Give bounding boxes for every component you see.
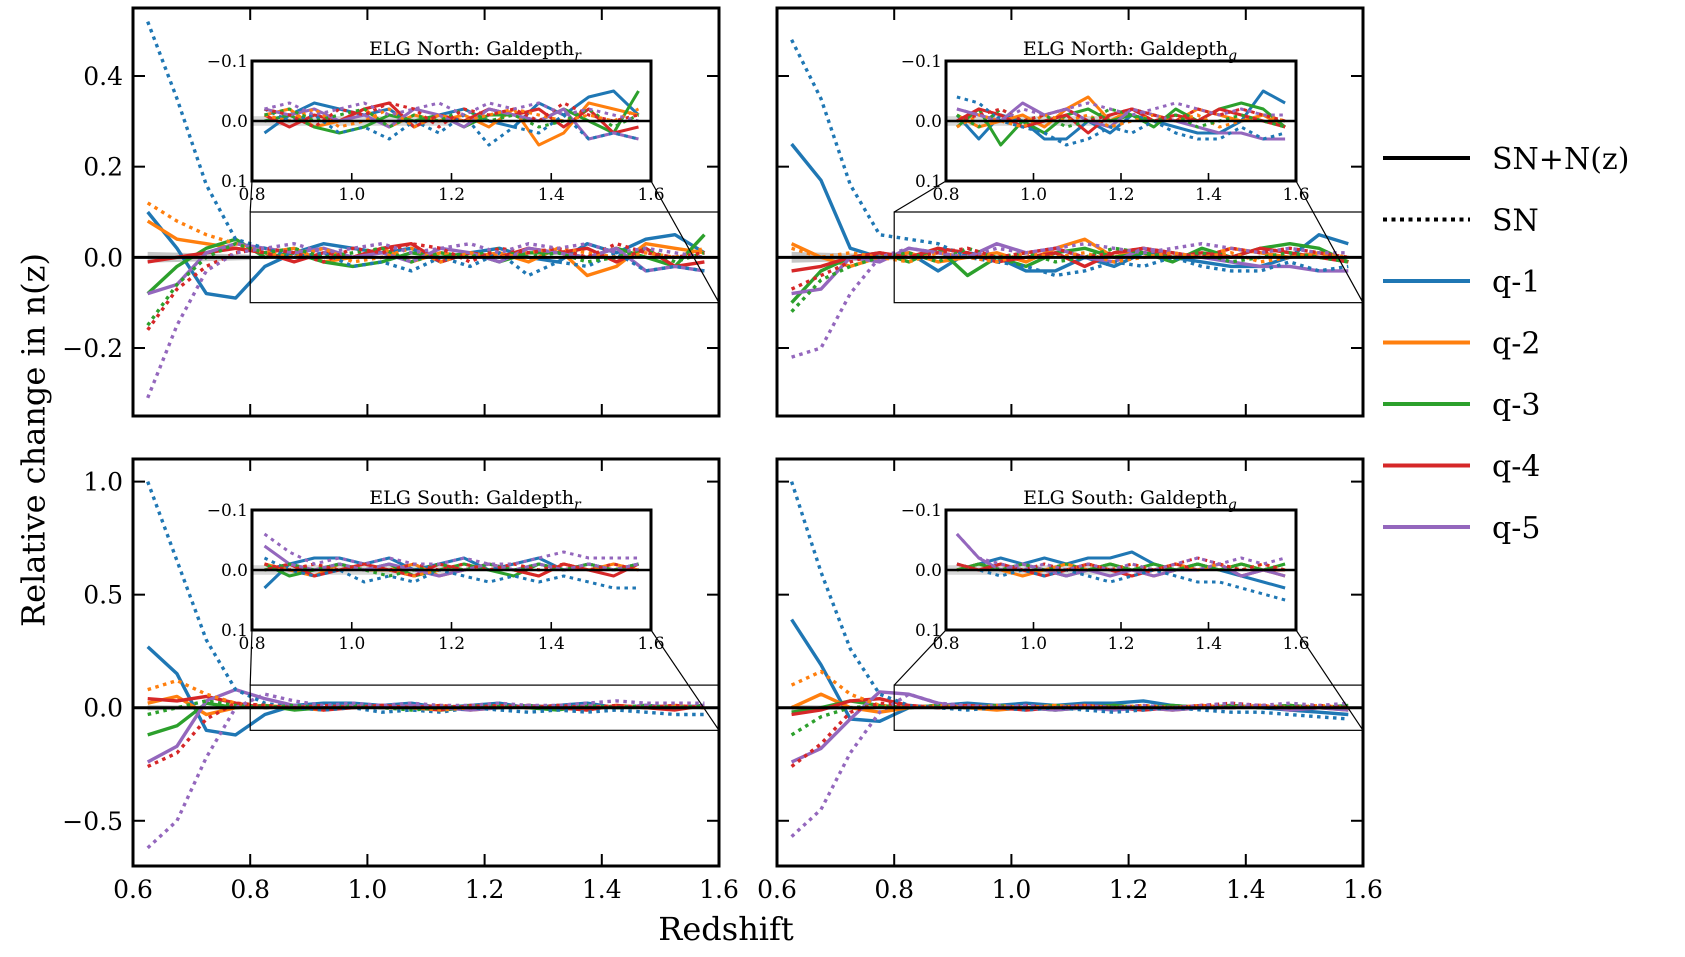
y-tick-label: 1.0 (83, 468, 123, 497)
inset-y-tick-label: 0.0 (915, 561, 942, 581)
legend-label-q-3: q-3 (1492, 388, 1540, 423)
inset-y-tick-label: 0.1 (915, 621, 942, 641)
inset-y-tick-label: 0.0 (221, 561, 248, 581)
inset-x-tick-label: 1.4 (538, 634, 565, 654)
x-tick-label: 1.0 (348, 875, 388, 904)
inset-y-tick-label: 0.0 (915, 112, 942, 132)
y-tick-label: 0.4 (83, 62, 123, 91)
legend-label-sn-n-z-: SN+N(z) (1492, 142, 1629, 177)
inset-y-tick-label: 0.1 (221, 621, 248, 641)
inset-x-tick-label: 1.2 (438, 634, 465, 654)
series-line-q-5-sn-n-z- (792, 692, 1349, 762)
series-line-q-5-sn (148, 244, 705, 398)
inset-x-tick-label: 1.6 (1282, 634, 1309, 654)
y-tick-label: 0.0 (83, 243, 123, 272)
inset-y-tick-label: 0.1 (915, 172, 942, 192)
series-line-q-5-sn (792, 694, 1349, 836)
inset-top-left: 0.8 1.0 1.2 1.4 1.6 −0.1 0.0 0.1 ELG North: Gald… (207, 38, 665, 205)
legend-label-q-1: q-1 (1492, 265, 1540, 300)
y-tick-label: 0.5 (83, 581, 123, 610)
legend-label-q-4: q-4 (1492, 450, 1540, 485)
panel-bottom-left: 0.6 0.8 1.0 1.2 1.4 1.6 −0.5 0.0 0.5 1.0 0.8 1.0 1.2… (62, 459, 739, 904)
inset-x-tick-label: 1.4 (1195, 185, 1222, 205)
panel-top-left: −0.2 0.0 0.2 0.4 0.8 1.0 1.2 1.4 1.6 −0.1 0.0 0.1 EL… (62, 8, 719, 416)
x-tick-label: 0.8 (230, 875, 270, 904)
x-tick-label: 1.6 (1343, 875, 1383, 904)
figure: −0.20.00.20.40.8 1.0 1.2 1.4 1.6−0.10.00.1EL… (0, 0, 1685, 957)
legend-label-q-2: q-2 (1492, 327, 1540, 362)
inset-x-tick-label: 1.6 (1282, 185, 1309, 205)
inset-y-tick-label: −0.1 (207, 501, 248, 521)
inset-x-tick-label: 1.0 (338, 185, 365, 205)
inset-y-tick-label: −0.1 (207, 52, 248, 72)
x-tick-label: 1.2 (465, 875, 505, 904)
x-axis-label: Redshift (658, 910, 794, 948)
inset-y-tick-label: −0.1 (901, 501, 942, 521)
x-tick-label: 0.6 (757, 875, 797, 904)
inset-y-tick-label: 0.1 (221, 172, 248, 192)
inset-x-tick-label: 1.0 (1020, 634, 1047, 654)
panel-top-right: 0.8 1.0 1.2 1.4 1.6 −0.1 0.0 0.1 ELG North: Gald… (777, 8, 1363, 416)
inset-x-tick-label: 1.6 (637, 185, 664, 205)
legend: SN+N(z) SN q-1 q-2 q-3 q-4 q-5 (1383, 142, 1629, 546)
legend-label-q-5: q-5 (1492, 511, 1540, 546)
inset-x-tick-label: 1.2 (438, 185, 465, 205)
x-tick-label: 1.6 (699, 875, 739, 904)
inset-x-tick-label: 1.0 (338, 634, 365, 654)
y-tick-label: −0.2 (62, 334, 123, 363)
legend-label-sn: SN (1492, 204, 1539, 239)
inset-bottom-left: 0.8 1.0 1.2 1.4 1.6 −0.1 0.0 0.1 ELG South: Gald… (207, 487, 665, 654)
y-tick-label: 0.2 (83, 153, 123, 182)
x-tick-label: 0.6 (113, 875, 153, 904)
inset-bottom-right: 0.8 1.0 1.2 1.4 1.6 −0.1 0.0 0.1 ELG South: Gald… (901, 487, 1310, 654)
panel-bottom-right: 0.6 0.8 1.0 1.2 1.4 1.6 0.8 1.0 1.2 1.4 1.6 −0.1 0.0… (757, 459, 1383, 904)
x-tick-label: 1.0 (992, 875, 1032, 904)
y-tick-label: 0.0 (83, 694, 123, 723)
y-axis-label: Relative change in n(z) (15, 253, 53, 627)
x-tick-label: 1.2 (1109, 875, 1149, 904)
inset-x-tick-label: 1.2 (1107, 634, 1134, 654)
series-line-q-5-sn (148, 694, 705, 848)
inset-x-tick-label: 1.0 (1020, 185, 1047, 205)
y-tick-label: −0.5 (62, 807, 123, 836)
inset-top-right: 0.8 1.0 1.2 1.4 1.6 −0.1 0.0 0.1 ELG North: Gald… (901, 38, 1310, 205)
panels: −0.2 0.0 0.2 0.4 0.8 1.0 1.2 1.4 1.6 −0.1 0.0 0.1 EL… (62, 8, 1383, 904)
x-tick-label: 1.4 (1226, 875, 1266, 904)
inset-y-tick-label: −0.1 (901, 52, 942, 72)
inset-x-tick-label: 1.4 (1195, 634, 1222, 654)
inset-x-tick-label: 1.2 (1107, 185, 1134, 205)
inset-x-tick-label: 1.4 (538, 185, 565, 205)
inset-y-tick-label: 0.0 (221, 112, 248, 132)
x-tick-label: 0.8 (874, 875, 914, 904)
x-tick-label: 1.4 (582, 875, 622, 904)
inset-x-tick-label: 1.6 (637, 634, 664, 654)
